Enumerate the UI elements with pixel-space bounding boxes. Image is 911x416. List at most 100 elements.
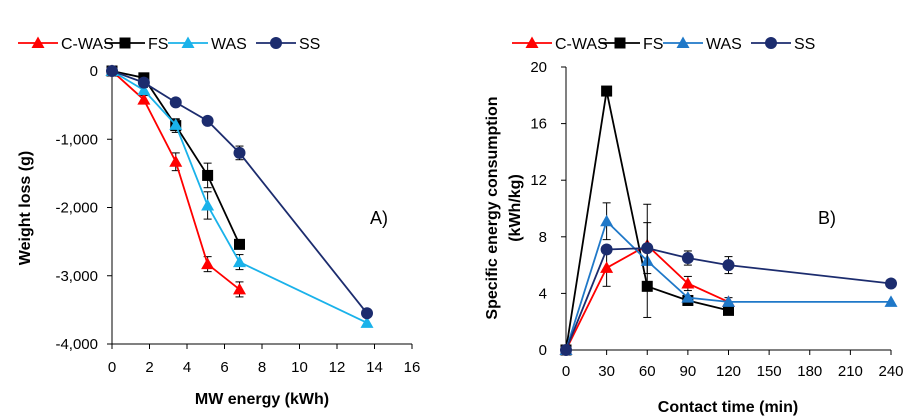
data-point: [560, 344, 572, 356]
legend-label: FS: [148, 36, 168, 53]
legend-item: WAS: [663, 36, 742, 53]
y-tick-label: 16: [530, 116, 547, 133]
data-point: [233, 282, 246, 295]
x-tick-label: 0: [562, 363, 570, 380]
data-point: [202, 169, 214, 181]
y-axis-label: Weight loss (g): [17, 151, 34, 265]
legend-label: C-WAS: [61, 36, 114, 53]
panel-label: B): [818, 208, 836, 228]
series-line: [565, 219, 891, 351]
series-line: [111, 70, 368, 324]
legend-label: SS: [299, 36, 320, 53]
x-tick-label: 14: [366, 359, 383, 376]
x-tick-label: 30: [598, 363, 615, 380]
legend-item: FS: [105, 36, 168, 53]
x-tick-label: 150: [757, 363, 782, 380]
data-point: [106, 65, 118, 77]
chart-panel-a: 0 2 4 6 8 10 12 14 16 0 -1,000 -2,000 -3,000 -4,000 MW…: [17, 36, 420, 408]
legend-marker: [181, 36, 195, 48]
x-tick-label: 2: [145, 359, 153, 376]
legend: C-WAS FS WAS SS: [512, 36, 815, 53]
series-line: [565, 247, 892, 351]
legend-label: FS: [643, 36, 663, 53]
legend-item: FS: [600, 36, 663, 53]
y-tick-label: 12: [530, 172, 547, 189]
legend-marker: [31, 36, 45, 48]
data-point: [641, 242, 654, 255]
data-point: [233, 146, 246, 159]
y-tick-label: 8: [539, 229, 547, 246]
y-tick-label: -2,000: [55, 200, 98, 217]
legend-label: WAS: [706, 36, 742, 53]
legend-label: SS: [794, 36, 815, 53]
series-ss: [560, 222, 897, 356]
data-point: [600, 243, 613, 256]
data-point: [201, 198, 215, 211]
x-tick-label: 10: [291, 359, 308, 376]
data-point: [137, 93, 151, 105]
data-point: [600, 214, 614, 227]
data-point: [681, 291, 695, 303]
legend-label: WAS: [211, 36, 247, 53]
data-point: [233, 255, 246, 268]
x-tick-label: 16: [404, 359, 421, 376]
data-point: [201, 114, 214, 127]
legend-item: C-WAS: [18, 36, 114, 53]
x-tick-label: 12: [329, 359, 346, 376]
legend-marker: [676, 36, 690, 48]
data-point: [234, 238, 245, 250]
legend-marker: [119, 37, 131, 49]
x-axis-label: MW energy (kWh): [195, 391, 329, 408]
data-point: [169, 118, 183, 130]
legend-marker: [614, 37, 626, 49]
y-axis-label-line-2: (kWh/kg): [507, 174, 524, 242]
x-tick-label: 6: [220, 359, 228, 376]
legend-item: SS: [256, 36, 320, 53]
data-point: [201, 257, 215, 270]
x-tick-label: 210: [838, 363, 863, 380]
x-tick-label: 60: [639, 363, 656, 380]
legend-item: WAS: [168, 36, 247, 53]
legend-marker: [525, 36, 539, 48]
data-point: [169, 155, 183, 167]
y-tick-label: 0: [539, 342, 547, 359]
x-tick-label: 0: [108, 359, 116, 376]
x-tick-label: 90: [680, 363, 697, 380]
y-tick-label: -3,000: [55, 268, 98, 285]
y-tick-label: 4: [539, 285, 547, 302]
legend: C-WAS FS WAS SS: [18, 36, 320, 53]
data-point: [722, 295, 735, 307]
data-point: [681, 276, 695, 289]
data-point: [361, 307, 373, 320]
data-point: [885, 277, 897, 290]
legend-label: C-WAS: [555, 36, 608, 53]
legend-item: C-WAS: [512, 36, 608, 53]
y-tick-label: -4,000: [55, 336, 98, 353]
data-point: [360, 316, 374, 328]
x-tick-label: 180: [797, 363, 822, 380]
x-axis-label: Contact time (min): [658, 399, 798, 416]
x-tick-label: 8: [258, 359, 266, 376]
chart-panel-b: 0 30 60 90 120 150 180 210 240 0 4 8 12 16 20 Contact t…: [484, 36, 904, 416]
data-point: [722, 259, 735, 272]
data-point: [137, 83, 151, 96]
x-tick-label: 240: [878, 363, 903, 380]
y-tick-label: 0: [90, 63, 98, 80]
data-point: [601, 85, 613, 97]
series-ss: [106, 65, 373, 320]
y-tick-label: 20: [530, 59, 547, 76]
data-point: [681, 252, 694, 265]
data-point: [137, 76, 150, 89]
legend-marker: [765, 37, 777, 49]
data-point: [600, 261, 614, 273]
series-line: [111, 70, 368, 314]
legend-item: SS: [751, 36, 815, 53]
panel-label: A): [370, 208, 388, 228]
x-tick-label: 4: [183, 359, 191, 376]
legend-marker: [270, 37, 282, 49]
x-tick-label: 120: [716, 363, 741, 380]
data-point: [169, 96, 182, 109]
y-axis-label-line-1: Specific energy consumption: [484, 96, 501, 319]
data-point: [884, 295, 898, 307]
